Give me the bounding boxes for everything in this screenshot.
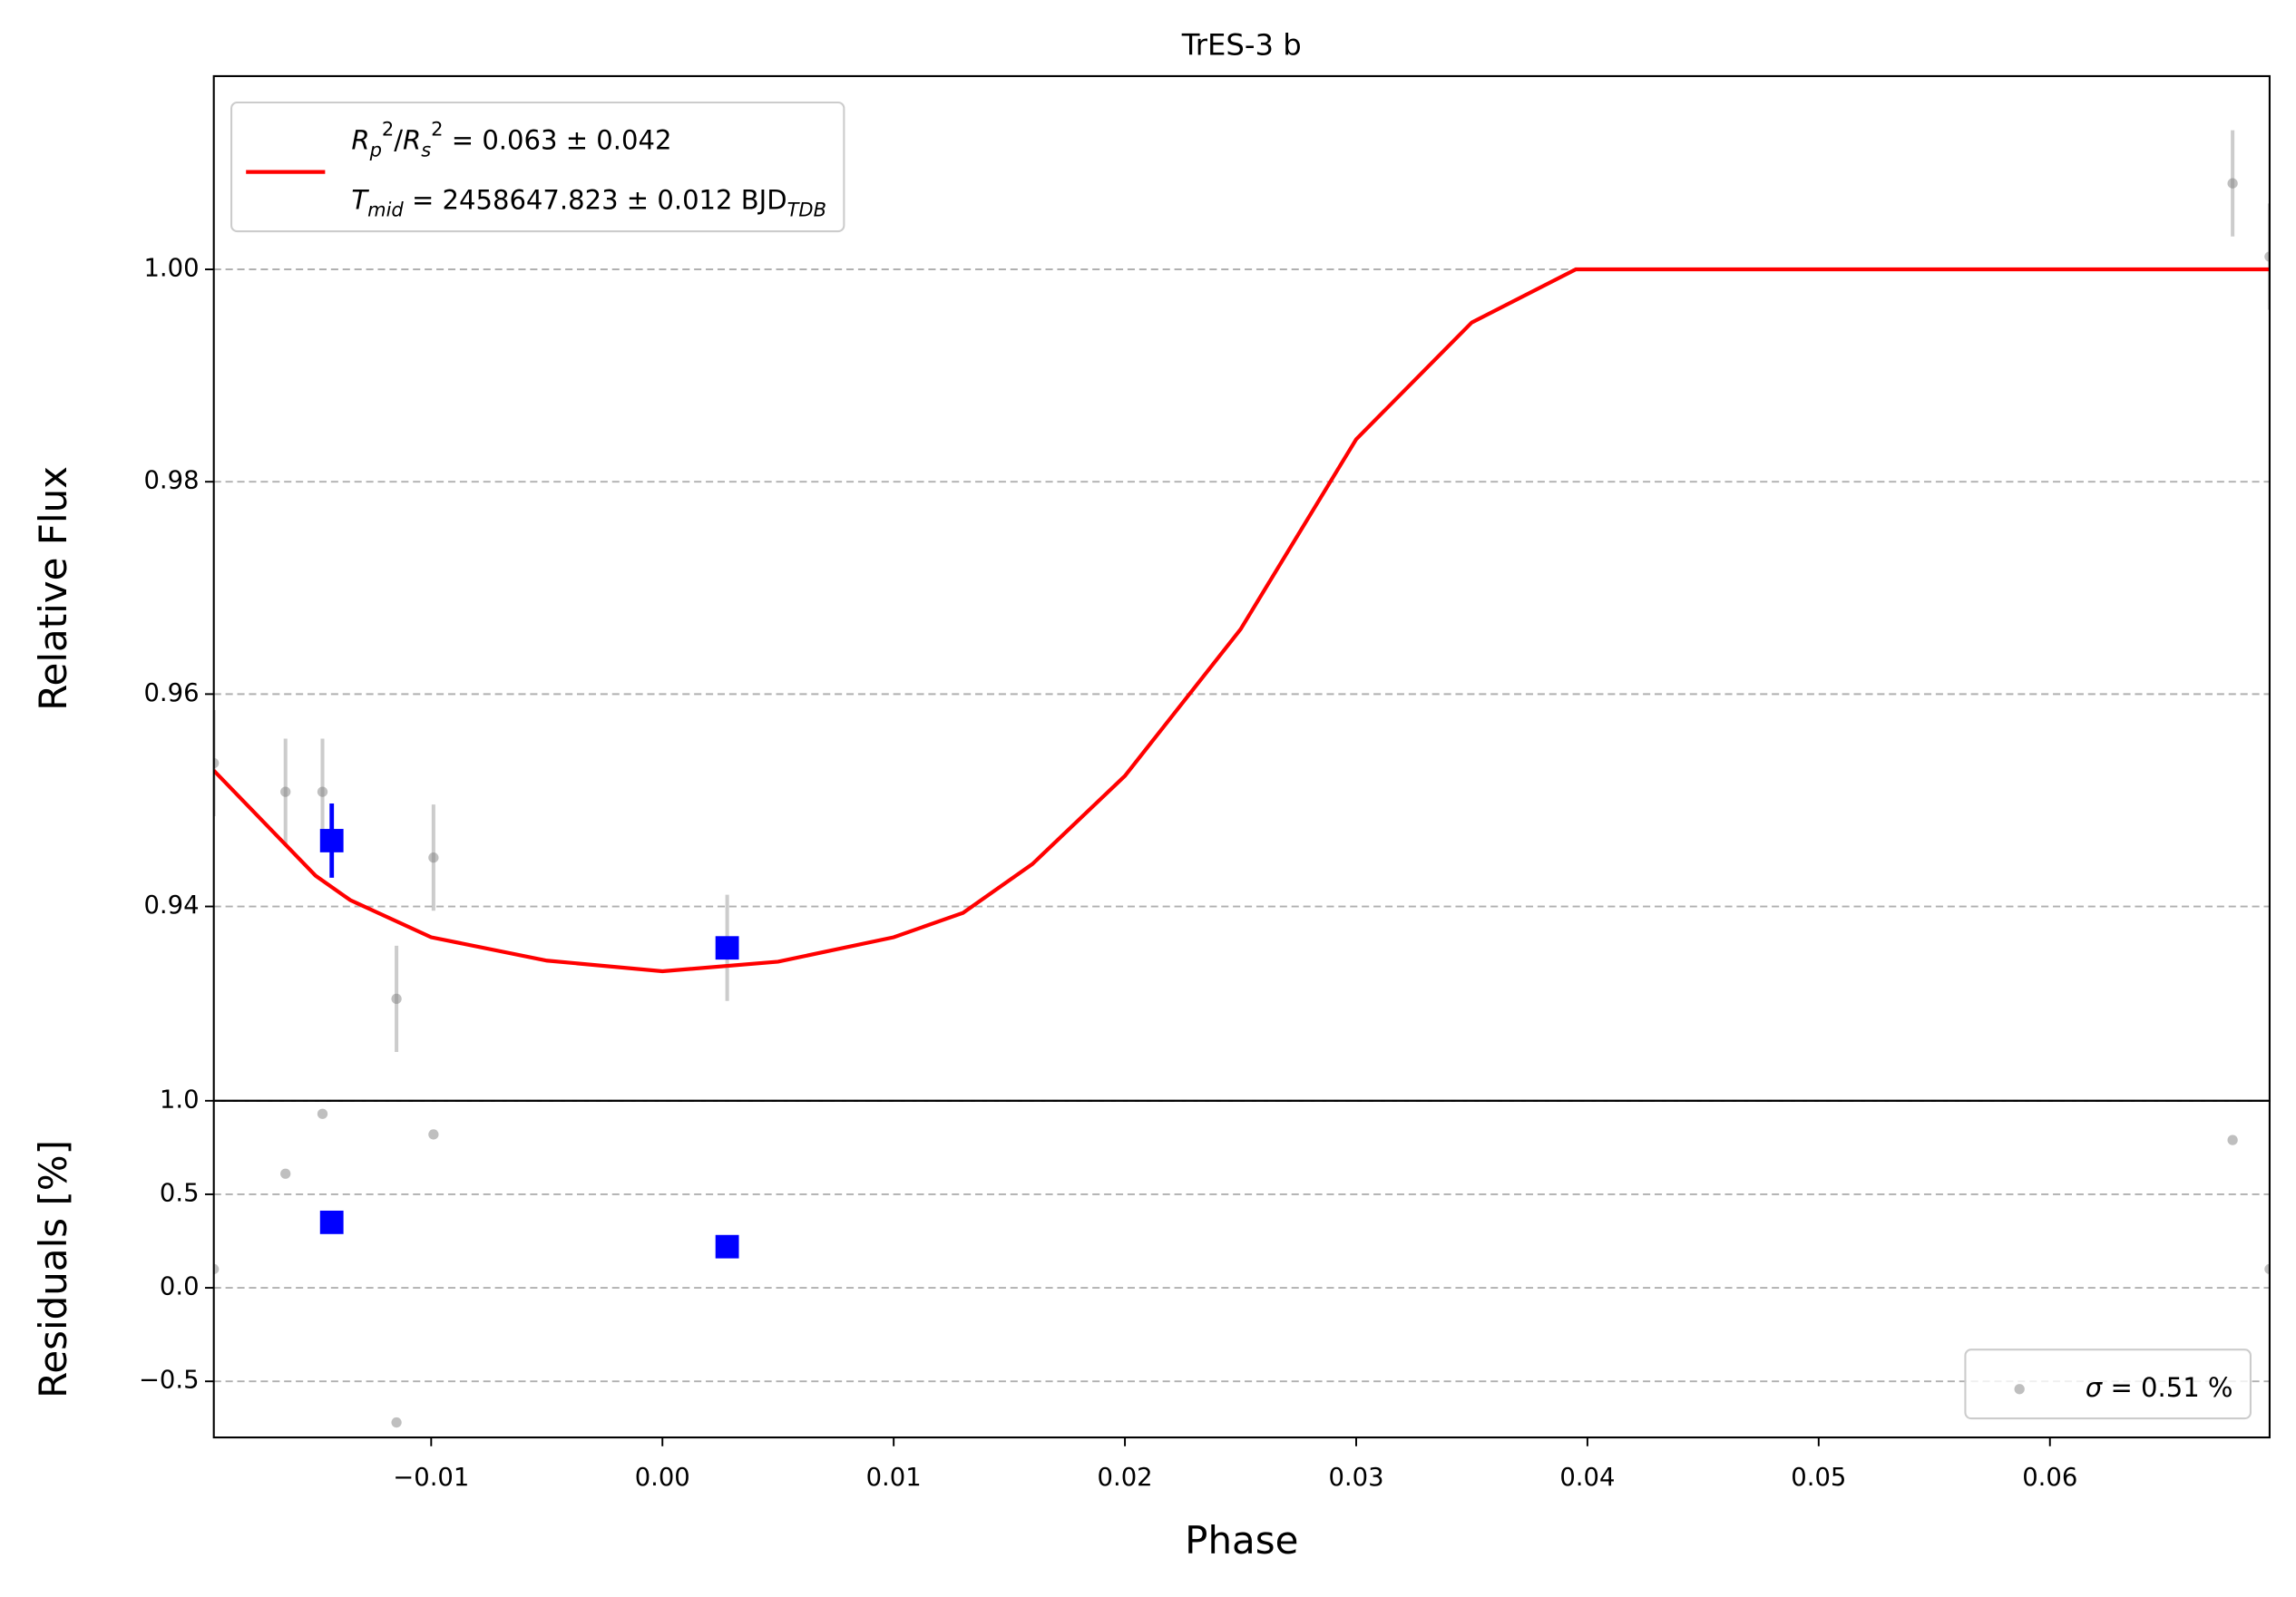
binned-point <box>715 936 739 960</box>
chart-title: TrES-3 b <box>1181 28 1302 63</box>
y-tick-label: 1.00 <box>143 255 199 283</box>
legend-label-part: 2 <box>382 119 394 141</box>
data-point <box>213 1263 220 1275</box>
x-tick-label: 0.04 <box>1559 1464 1615 1492</box>
legend-label-part: s <box>421 139 431 161</box>
data-point <box>317 1108 328 1119</box>
data-point <box>317 786 328 797</box>
legend-label-part: = 2458647.823 ± 0.012 BJD <box>404 185 787 216</box>
legend-label: σ = 0.51 % <box>2086 1372 2233 1403</box>
y-tick-label: 0.94 <box>143 891 199 920</box>
data-point <box>428 852 439 863</box>
data-point <box>428 1129 439 1140</box>
legend-label-part: 2 <box>431 119 443 141</box>
legend-label-part: σ <box>2086 1372 2104 1403</box>
x-tick-label: −0.01 <box>393 1464 469 1492</box>
x-tick-label: 0.01 <box>866 1464 922 1492</box>
binned-point <box>319 1210 344 1234</box>
y-tick-label: 0.96 <box>143 679 199 707</box>
plot-area <box>213 1108 2270 1428</box>
data-point <box>2227 178 2238 189</box>
legend-marker <box>2014 1384 2025 1395</box>
data-point <box>2227 1134 2238 1145</box>
data-point <box>391 1417 402 1428</box>
y-tick-label: 0.0 <box>160 1273 200 1301</box>
x-tick-label: 0.00 <box>635 1464 690 1492</box>
y-axis-label: Residuals [%] <box>31 1140 75 1398</box>
legend-label-part: R <box>351 125 369 156</box>
data-point <box>213 757 220 769</box>
legend-label-part: p <box>369 139 382 161</box>
legend-label: Rp2/Rs2 = 0.063 ± 0.042 <box>351 119 671 161</box>
data-point <box>280 1168 291 1179</box>
data-point <box>2264 251 2270 262</box>
data-point <box>2264 1263 2270 1275</box>
y-tick-label: −0.5 <box>139 1367 200 1395</box>
x-axis-label: Phase <box>1185 1518 1298 1563</box>
y-tick-label: 1.0 <box>160 1086 200 1114</box>
legend: σ = 0.51 % <box>1964 1349 2252 1420</box>
legend-label-part: mid <box>367 199 404 220</box>
model-line <box>213 267 2270 974</box>
legend-box <box>1964 1349 2252 1420</box>
y-tick-label: 0.98 <box>143 467 199 495</box>
plot-area <box>213 130 2270 1052</box>
x-tick-label: 0.05 <box>1791 1464 1846 1492</box>
y-axis-label: Relative Flux <box>31 466 75 711</box>
legend-label-part: / <box>394 125 403 156</box>
axes-frame <box>212 1099 2271 1439</box>
legend-label-part: = 0.51 % <box>2102 1372 2232 1403</box>
x-tick-label: 0.06 <box>2022 1464 2077 1492</box>
x-tick-label: 0.03 <box>1328 1464 1383 1492</box>
y-tick-label: 0.5 <box>160 1179 200 1207</box>
legend-label-part: T <box>351 185 369 216</box>
legend-box <box>230 101 845 233</box>
legend-label: Tmid = 2458647.823 ± 0.012 BJDTDB <box>351 185 826 221</box>
binned-point <box>715 1234 739 1259</box>
data-point <box>391 993 402 1005</box>
legend-label-part: R <box>403 125 421 156</box>
binned-point <box>319 829 344 852</box>
x-tick-label: 0.02 <box>1098 1464 1153 1492</box>
legend-label-part: TDB <box>787 199 826 220</box>
legend-label-part: = 0.063 ± 0.042 <box>444 125 672 156</box>
data-point <box>280 786 291 797</box>
